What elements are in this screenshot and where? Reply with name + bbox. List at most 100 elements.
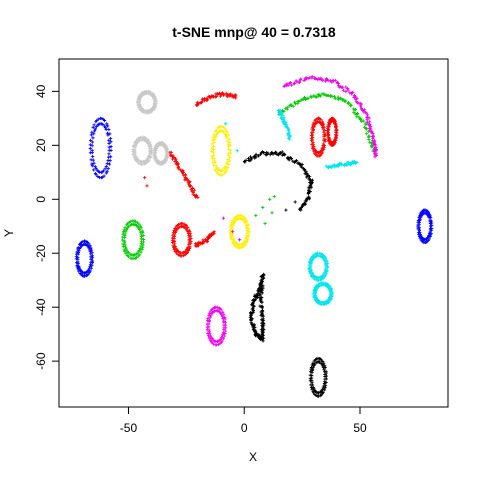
data-point [349, 104, 353, 108]
data-point [107, 152, 111, 156]
data-point [293, 200, 297, 204]
y-tick-label: 40 [34, 84, 48, 98]
data-point [227, 147, 231, 152]
data-point [174, 157, 178, 161]
data-point [76, 261, 80, 266]
data-point [339, 161, 343, 165]
data-point [138, 230, 143, 234]
data-point [187, 233, 191, 238]
data-point [104, 164, 108, 169]
data-point [224, 134, 229, 139]
data-point [171, 245, 176, 249]
data-point [141, 233, 145, 238]
data-point [318, 94, 323, 98]
data-point [137, 228, 142, 232]
data-point [312, 391, 316, 395]
data-point [268, 153, 272, 157]
data-point [358, 104, 363, 108]
data-point [217, 168, 221, 172]
data-point [140, 229, 144, 233]
data-point [258, 296, 262, 300]
data-point [88, 248, 92, 252]
data-point [92, 168, 96, 172]
data-point [285, 107, 289, 111]
data-point [221, 216, 225, 220]
data-point [102, 124, 106, 128]
x-tick-label: 50 [353, 421, 367, 435]
data-point [87, 271, 91, 275]
data-point [355, 111, 360, 116]
data-point [168, 150, 172, 155]
data-point [323, 271, 327, 275]
data-point [373, 155, 377, 159]
data-point [220, 168, 224, 172]
data-point [228, 143, 232, 147]
data-point [141, 245, 145, 249]
data-point [310, 380, 314, 384]
data-point [148, 149, 152, 153]
data-point [306, 76, 310, 81]
data-point [322, 367, 326, 371]
data-point [135, 251, 139, 256]
data-point [281, 113, 285, 118]
data-point [221, 310, 225, 314]
data-point [92, 161, 96, 165]
data-point [303, 199, 307, 203]
data-point [201, 97, 205, 101]
data-point [122, 230, 126, 234]
data-point [300, 204, 305, 208]
y-axis: -60 -40 -20 0 20 40 [34, 84, 60, 370]
data-point [221, 332, 225, 337]
data-point [352, 95, 357, 99]
data-point [207, 322, 211, 326]
data-point [172, 228, 176, 233]
data-point [323, 377, 327, 381]
data-point [232, 238, 236, 242]
data-point [312, 125, 316, 129]
data-point [310, 383, 315, 387]
data-point [323, 372, 327, 377]
data-point [427, 233, 431, 238]
data-point [354, 98, 358, 102]
data-point [352, 110, 356, 114]
data-point [139, 138, 143, 142]
data-point [124, 229, 128, 233]
data-point [214, 135, 218, 139]
data-point [172, 242, 177, 246]
data-point [367, 135, 371, 139]
data-point [309, 95, 313, 99]
data-point [312, 121, 316, 125]
data-point [324, 266, 328, 270]
data-point [231, 218, 235, 223]
data-point [211, 147, 216, 152]
data-point [297, 207, 302, 211]
data-point [364, 110, 368, 115]
data-point [344, 85, 348, 89]
data-point [365, 132, 369, 136]
data-point [211, 136, 215, 140]
data-point [182, 173, 186, 177]
data-point [322, 384, 326, 388]
data-point [226, 165, 230, 170]
data-point [265, 152, 269, 156]
data-point [221, 331, 225, 335]
data-point [109, 144, 113, 149]
data-point [337, 97, 341, 101]
data-point [306, 191, 310, 196]
data-point [288, 81, 292, 85]
data-point [152, 96, 156, 100]
data-point [108, 132, 112, 136]
data-point [135, 160, 139, 164]
data-point [302, 167, 307, 172]
data-point [226, 157, 230, 162]
data-point [132, 253, 137, 257]
data-point [234, 96, 238, 100]
data-point [217, 306, 221, 310]
data-point [316, 394, 321, 398]
data-point [106, 155, 111, 159]
data-point [176, 165, 181, 169]
data-point [222, 125, 226, 130]
data-point [149, 144, 153, 148]
data-point [224, 129, 229, 133]
data-point [347, 101, 351, 105]
